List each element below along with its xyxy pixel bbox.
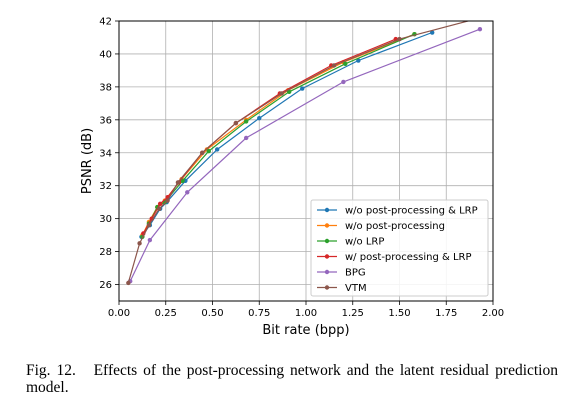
data-point xyxy=(257,115,262,121)
data-point xyxy=(477,27,483,32)
legend-label: w/o post-processing & LRP xyxy=(345,206,478,217)
data-point xyxy=(206,148,211,154)
series-line xyxy=(127,21,471,284)
y-axis-ticks: 26 28 30 32 34 36 38 40 42 xyxy=(99,17,119,291)
data-point xyxy=(279,91,284,96)
series-line xyxy=(140,31,433,238)
x-tick-label: 2.00 xyxy=(482,308,504,319)
caption-text: Effects of the post-processing network a… xyxy=(26,362,562,396)
legend-swatch-marker xyxy=(324,207,330,213)
data-point xyxy=(243,119,249,124)
x-tick-label: 0.00 xyxy=(108,308,130,319)
y-tick-label: 42 xyxy=(99,17,112,28)
data-point xyxy=(491,12,495,16)
legend: w/o post-processing & LRP w/o post-proces… xyxy=(310,199,489,297)
y-tick-label: 30 xyxy=(99,214,112,225)
data-point xyxy=(175,180,181,185)
legend-swatch-marker xyxy=(324,269,330,275)
data-point xyxy=(165,198,170,203)
data-point xyxy=(126,280,131,286)
data-point xyxy=(185,190,190,195)
legend-item: VTM xyxy=(317,283,367,294)
data-point xyxy=(343,61,348,67)
data-point xyxy=(430,30,435,35)
y-tick-label: 38 xyxy=(99,82,112,93)
data-point xyxy=(331,63,337,68)
legend-item: w/o LRP xyxy=(317,237,384,248)
legend-label: BPG xyxy=(345,268,366,279)
y-tick-label: 36 xyxy=(99,115,112,126)
data-point xyxy=(214,147,220,152)
x-tick-label: 1.50 xyxy=(388,308,410,319)
legend-swatch-marker xyxy=(324,238,330,244)
data-point xyxy=(300,86,305,91)
legend-swatch-marker xyxy=(324,285,330,290)
data-point xyxy=(157,201,163,207)
x-tick-label: 0.50 xyxy=(201,308,223,319)
legend-item: w/o post-processing & LRP xyxy=(317,206,478,217)
x-tick-label: 0.75 xyxy=(248,308,270,319)
data-point xyxy=(200,150,205,155)
y-axis-label: PSNR (dB) xyxy=(80,128,95,194)
x-tick-label: 1.25 xyxy=(342,308,364,319)
data-point xyxy=(157,206,162,211)
series-5 xyxy=(126,12,495,286)
caption-label: Fig. 12. xyxy=(26,362,76,379)
y-tick-label: 40 xyxy=(99,49,112,60)
legend-item: w/ post-processing & LRP xyxy=(317,252,472,263)
x-axis-label: Bit rate (bpp) xyxy=(262,323,349,338)
chart: 0.00 0.25 0.50 0.75 1.00 1.25 1.50 1.75 2.00 262… xyxy=(80,12,504,339)
legend-item: BPG xyxy=(317,268,366,279)
series-4 xyxy=(128,27,483,284)
y-tick-label: 34 xyxy=(99,148,112,159)
series-line xyxy=(129,28,481,282)
data-point xyxy=(397,36,402,42)
data-point xyxy=(137,241,142,246)
legend-label: VTM xyxy=(345,283,367,294)
legend-swatch-marker xyxy=(324,223,330,228)
legend-swatch-marker xyxy=(324,254,330,259)
x-axis-ticks: 0.00 0.25 0.50 0.75 1.00 1.25 1.50 1.75 2.00 xyxy=(108,301,504,319)
x-tick-label: 1.00 xyxy=(295,308,317,319)
data-point xyxy=(233,120,239,126)
legend-label: w/o LRP xyxy=(345,237,384,248)
legend-label: w/ post-processing & LRP xyxy=(345,252,472,263)
x-tick-label: 0.25 xyxy=(155,308,177,319)
y-tick-label: 32 xyxy=(99,181,112,192)
data-point xyxy=(341,79,346,85)
figure-caption: Fig. 12. Effects of the post-processing … xyxy=(26,362,558,396)
legend-label: w/o post-processing xyxy=(345,221,445,232)
x-tick-label: 1.75 xyxy=(435,308,457,319)
series-layer xyxy=(126,12,495,286)
data-point xyxy=(147,237,153,243)
data-point xyxy=(356,58,361,63)
data-point xyxy=(146,223,152,228)
legend-item: w/o post-processing xyxy=(317,221,445,232)
y-tick-label: 26 xyxy=(99,280,112,291)
data-point xyxy=(243,135,249,141)
legend-box xyxy=(310,199,489,297)
y-tick-label: 28 xyxy=(99,247,112,258)
